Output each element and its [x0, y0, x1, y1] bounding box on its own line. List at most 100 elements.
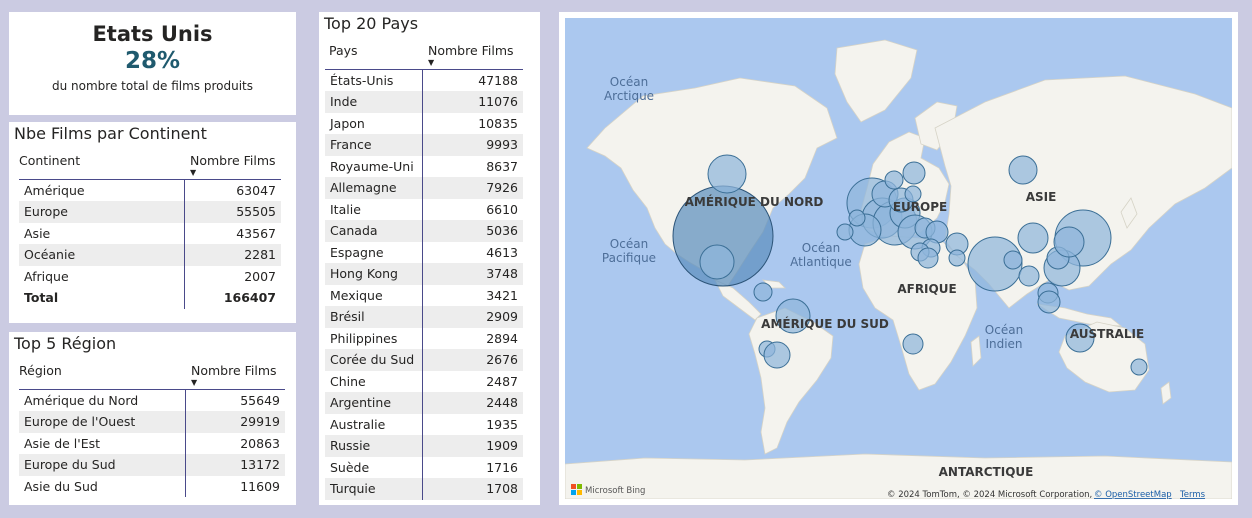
table-row[interactable]: Suède 1716 — [325, 456, 523, 478]
row-label: Europe — [19, 201, 184, 223]
label-europe: EUROPE — [893, 200, 947, 214]
table-row[interactable]: Europe 55505 — [19, 201, 281, 223]
row-label: Hong Kong — [325, 263, 422, 285]
row-label: Japon — [330, 115, 365, 131]
kpi-card: Etats Unis 28% du nombre total de films … — [9, 12, 296, 115]
table-row[interactable]: Amérique 63047 — [19, 179, 281, 201]
bubble-colombie — [753, 282, 773, 302]
row-value: 43567 — [183, 222, 281, 244]
bubble-irlande — [848, 209, 866, 227]
table-row[interactable]: Europe de l'Ouest 29919 — [19, 411, 285, 433]
continent-table-card: Nbe Films par Continent Continent Nombre… — [9, 122, 296, 323]
region-table-title: Top 5 Région — [14, 334, 117, 353]
table-row[interactable]: Japon 10835 — [325, 112, 523, 134]
bubble-coree-du-sud — [1017, 222, 1049, 254]
table-row[interactable]: États-Unis 47188 — [325, 69, 523, 91]
table-row[interactable]: Turquie 1708 — [325, 478, 523, 500]
bubble-australie — [1065, 323, 1095, 353]
country-table-title: Top 20 Pays — [324, 14, 419, 33]
column-header-country[interactable]: Pays — [325, 42, 422, 70]
ocean-pacific-label-2: Pacifique — [602, 251, 656, 265]
sort-desc-icon: ▼ — [191, 378, 198, 387]
row-value: 1935 — [421, 413, 523, 435]
table-row[interactable]: Russie 1909 — [325, 435, 523, 457]
table-row[interactable]: Italie 6610 — [325, 198, 523, 220]
bubble-map[interactable]: Océan Arctique Océan Pacifique Océan Atl… — [565, 18, 1232, 499]
row-value: 2007 — [183, 265, 281, 287]
table-row[interactable]: Amérique du Nord 55649 — [19, 389, 285, 411]
table-row[interactable]: Corée du Sud 2676 — [325, 349, 523, 371]
region-table: Région Nombre Films ▼ Amérique du Nord 556… — [19, 362, 285, 497]
row-value: 47188 — [421, 69, 523, 91]
bubble-nouvelle-zelande — [1130, 358, 1148, 376]
table-row[interactable]: Argentine 2448 — [325, 392, 523, 414]
table-row[interactable]: Afrique 2007 — [19, 265, 281, 287]
land-new-zealand — [1160, 381, 1172, 405]
column-header-continent[interactable]: Continent — [19, 152, 184, 180]
row-label: Allemagne — [325, 177, 422, 199]
kpi-percent: 28% — [124, 48, 181, 74]
row-label: Asie de l'Est — [24, 435, 101, 451]
row-label: Argentine — [325, 392, 422, 414]
row-value: 7926 — [421, 177, 523, 199]
table-row[interactable]: Australie 1935 — [325, 413, 523, 435]
row-label: Inde — [325, 91, 422, 113]
label-antarctica: ANTARCTIQUE — [939, 465, 1034, 479]
column-header-count[interactable]: Nombre Films ▼ — [185, 362, 285, 390]
row-label: Asie — [24, 225, 51, 241]
bubble-inde — [967, 236, 1023, 292]
table-row[interactable]: Canada 5036 — [325, 220, 523, 242]
row-label: Italie — [330, 201, 361, 217]
table-row[interactable]: Espagne 4613 — [325, 241, 523, 263]
ocean-arctic-label: Océan — [610, 75, 648, 89]
row-label: Europe de l'Ouest — [19, 411, 185, 433]
row-label: Asie du Sud — [24, 478, 98, 494]
table-row[interactable]: Asie du Sud 11609 — [19, 475, 285, 497]
ocean-indian-label: Océan — [985, 323, 1023, 337]
table-row[interactable]: Chine 2487 — [325, 370, 523, 392]
land-madagascar — [970, 335, 982, 367]
table-row[interactable]: Philippines 2894 — [325, 327, 523, 349]
row-value: 1708 — [421, 478, 523, 500]
bubble-suede — [902, 161, 926, 185]
total-row: Total 166407 — [19, 287, 281, 309]
bubble-malaisie — [1037, 290, 1061, 314]
table-row[interactable]: Asie de l'Est 20863 — [19, 432, 285, 454]
brand-label: Microsoft Bing — [585, 486, 645, 496]
table-row[interactable]: France 9993 — [325, 134, 523, 156]
land-masses — [565, 39, 1232, 499]
row-value: 4613 — [421, 241, 523, 263]
table-row[interactable]: Asie 43567 — [19, 222, 281, 244]
table-row[interactable]: Allemagne 7926 — [325, 177, 523, 199]
terms-link[interactable]: Terms — [1179, 490, 1206, 499]
table-row[interactable]: Hong Kong 3748 — [325, 263, 523, 285]
sort-desc-icon: ▼ — [428, 58, 435, 67]
row-value: 2909 — [421, 306, 523, 328]
row-label: Europe du Sud — [19, 454, 185, 476]
osm-link[interactable]: © OpenStreetMap — [1094, 490, 1172, 499]
bubble-mexique — [699, 244, 735, 280]
table-row[interactable]: Inde 11076 — [325, 91, 523, 113]
ocean-pacific-label: Océan — [610, 237, 648, 251]
column-header-count[interactable]: Nombre Films ▼ — [422, 42, 523, 70]
row-value: 2676 — [421, 349, 523, 371]
table-row[interactable]: Europe du Sud 13172 — [19, 454, 285, 476]
bubble-afrique-du-sud — [902, 333, 924, 355]
table-row[interactable]: Royaume-Uni 8637 — [325, 155, 523, 177]
country-table: Pays Nombre Films ▼ États-Unis 47188 Inde 11… — [325, 42, 523, 500]
bubbles[interactable] — [672, 154, 1148, 376]
bubble-canada — [707, 154, 747, 194]
column-header-count[interactable]: Nombre Films ▼ — [184, 152, 281, 180]
table-row[interactable]: Mexique 3421 — [325, 284, 523, 306]
row-value: 55505 — [183, 201, 281, 223]
row-value: 2894 — [421, 327, 523, 349]
column-header-region[interactable]: Région — [19, 362, 185, 390]
table-row[interactable]: Océanie 2281 — [19, 244, 281, 266]
map-brand: Microsoft Bing — [571, 484, 645, 496]
label-africa: AFRIQUE — [897, 282, 956, 296]
bubble-russie — [1008, 155, 1038, 185]
table-row[interactable]: Brésil 2909 — [325, 306, 523, 328]
map-canvas[interactable]: Océan Arctique Océan Pacifique Océan Atl… — [565, 18, 1232, 499]
row-value: 29919 — [184, 411, 285, 433]
ocean-labels: Océan Arctique Océan Pacifique Océan Atl… — [602, 75, 1023, 351]
